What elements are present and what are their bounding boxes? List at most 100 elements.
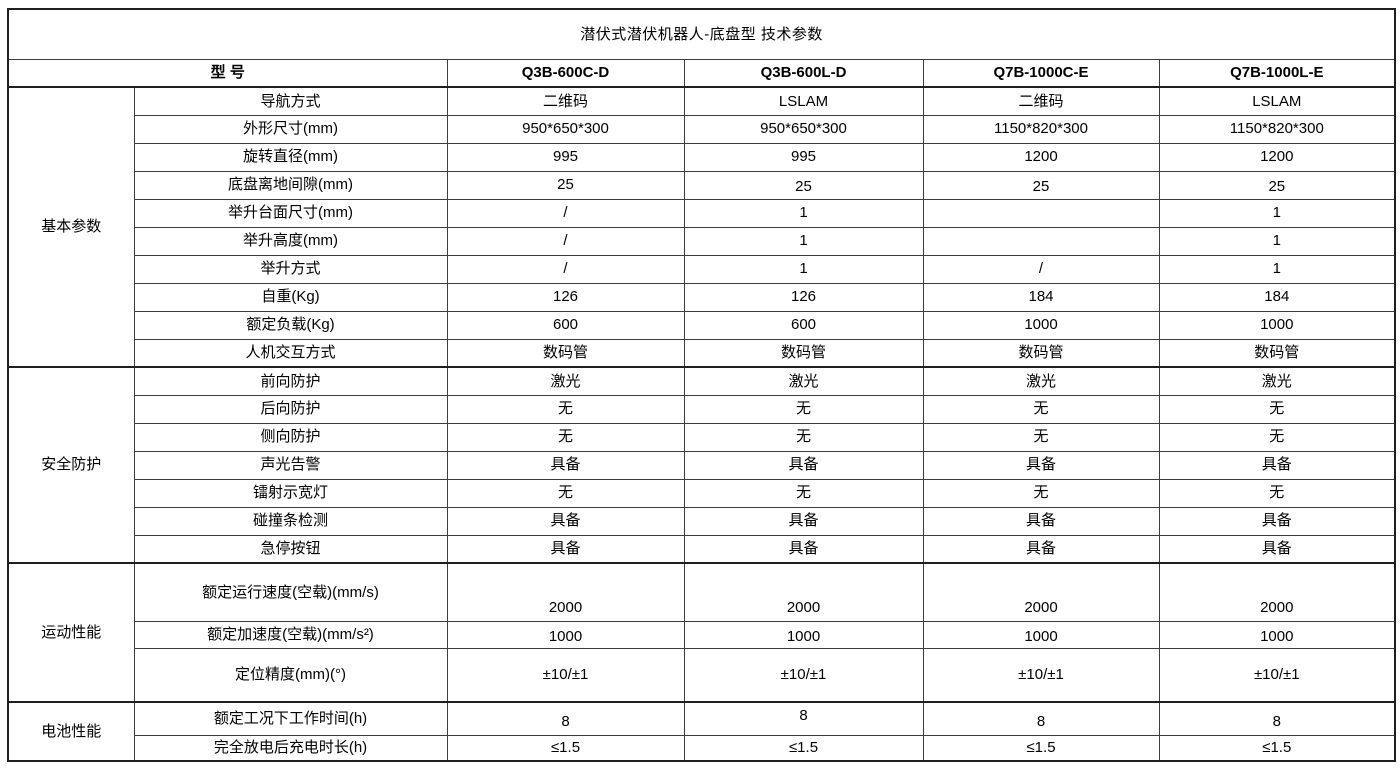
value-cell: 1 <box>1158 254 1396 284</box>
value-cell: 1000 <box>1158 310 1396 340</box>
value-cell: 1200 <box>1158 142 1396 172</box>
value-cell: 8 <box>683 701 924 736</box>
value-cell: 具备 <box>922 450 1160 480</box>
table-row: 侧向防护无无无无 <box>8 422 1396 452</box>
table-row: 后向防护无无无无 <box>8 394 1396 424</box>
table-row: 旋转直径(mm) 995 995 1200 1200 <box>8 142 1396 172</box>
category-label-basic: 基本参数 <box>7 86 135 368</box>
value-cell: 无 <box>922 478 1160 508</box>
value-cell: 具备 <box>446 450 685 480</box>
param-label: 举升方式 <box>133 254 448 284</box>
param-label: 举升台面尺寸(mm) <box>133 198 448 228</box>
value-cell: 数码管 <box>683 338 924 368</box>
table-row: 急停按钮 具备 具备 具备 具备 <box>8 534 1396 564</box>
value-cell: LSLAM <box>683 86 924 116</box>
page-title: 潜伏式潜伏机器人-底盘型 技术参数 <box>7 8 1396 60</box>
table-row: 人机交互方式 数码管 数码管 数码管 数码管 <box>8 338 1396 368</box>
value-cell: 1 <box>683 226 924 256</box>
category-label-safety: 安全防护 <box>7 366 135 564</box>
value-cell: 950*650*300 <box>683 114 924 144</box>
param-label: 定位精度(mm)(°) <box>133 647 448 703</box>
table-row: 外形尺寸(mm) 950*650*300 950*650*300 1150*820*3… <box>8 114 1396 144</box>
value-cell: 1000 <box>1158 620 1396 649</box>
category-label-motion: 运动性能 <box>7 562 135 703</box>
table-row: 运动性能 额定运行速度(空载)(mm/s) 2000 2000 2000 2000 <box>7 562 1396 703</box>
value-cell: / <box>922 254 1160 284</box>
value-cell: 184 <box>922 282 1160 312</box>
value-cell: 无 <box>1158 394 1396 424</box>
value-cell: / <box>446 226 685 256</box>
value-cell: 1150*820*300 <box>922 114 1160 144</box>
model-header: Q7B-1000L-E <box>1158 58 1396 88</box>
value-cell: 二维码 <box>922 86 1160 116</box>
value-cell: 具备 <box>683 450 924 480</box>
param-label: 导航方式 <box>133 86 448 116</box>
value-cell: 126 <box>683 282 924 312</box>
value-cell: 数码管 <box>1158 338 1396 368</box>
table-row: 完全放电后充电时长(h) ≤1.5 ≤1.5 ≤1.5 ≤1.5 <box>8 734 1396 762</box>
value-cell: 950*650*300 <box>446 114 685 144</box>
value-cell: 1000 <box>922 310 1160 340</box>
model-header: Q7B-1000C-E <box>922 58 1160 88</box>
value-cell: 1000 <box>922 620 1160 649</box>
value-cell: 具备 <box>446 506 685 536</box>
value-cell: 2000 <box>446 562 685 622</box>
param-label: 外形尺寸(mm) <box>133 114 448 144</box>
value-cell: 具备 <box>1158 506 1396 536</box>
value-cell: / <box>446 254 685 284</box>
value-cell: 激光 <box>446 366 685 396</box>
title-row: 潜伏式潜伏机器人-底盘型 技术参数 <box>7 8 1396 60</box>
value-cell: 激光 <box>683 366 924 396</box>
value-cell: 8 <box>446 701 685 736</box>
param-label: 侧向防护 <box>133 422 448 452</box>
param-label: 额定工况下工作时间(h) <box>133 701 448 736</box>
value-cell: 具备 <box>922 506 1160 536</box>
value-cell: 激光 <box>922 366 1160 396</box>
value-cell: 1 <box>683 254 924 284</box>
value-cell: 25 <box>1158 170 1396 200</box>
value-cell: 995 <box>446 142 685 172</box>
param-label: 额定负载(Kg) <box>133 310 448 340</box>
table-row: 自重(Kg) 126 126 184 184 <box>8 282 1396 312</box>
param-label: 举升高度(mm) <box>133 226 448 256</box>
value-cell: / <box>446 198 685 228</box>
value-cell: 184 <box>1158 282 1396 312</box>
value-cell <box>922 226 1160 256</box>
param-label: 额定运行速度(空载)(mm/s) <box>133 562 448 622</box>
value-cell: 1 <box>683 198 924 228</box>
table-row: 举升方式/1/1 <box>8 254 1396 284</box>
value-cell: 数码管 <box>922 338 1160 368</box>
value-cell: ±10/±1 <box>1158 647 1396 703</box>
param-label: 镭射示宽灯 <box>133 478 448 508</box>
model-header: Q3B-600L-D <box>683 58 924 88</box>
value-cell: 无 <box>922 422 1160 452</box>
spec-table: 潜伏式潜伏机器人-底盘型 技术参数 型 号 Q3B-600C-D Q3B-600… <box>7 8 1397 762</box>
value-cell: 无 <box>446 478 685 508</box>
value-cell: 600 <box>446 310 685 340</box>
value-cell: 1 <box>1158 198 1396 228</box>
table-row: 镭射示宽灯无无无无 <box>8 478 1396 508</box>
value-cell: 具备 <box>683 534 924 564</box>
table-row: 举升台面尺寸(mm)/1 1 <box>8 198 1396 228</box>
value-cell: 具备 <box>922 534 1160 564</box>
value-cell: 2000 <box>922 562 1160 622</box>
table-row: 碰撞条检测 具备 具备 具备 具备 <box>8 506 1396 536</box>
table-row: 额定负载(Kg) 600 600 1000 1000 <box>8 310 1396 340</box>
value-cell: 1200 <box>922 142 1160 172</box>
value-cell: 无 <box>1158 478 1396 508</box>
spec-table-head: 潜伏式潜伏机器人-底盘型 技术参数 型 号 Q3B-600C-D Q3B-600… <box>7 8 1396 88</box>
param-label: 自重(Kg) <box>133 282 448 312</box>
param-label: 底盘离地间隙(mm) <box>133 170 448 200</box>
param-label: 前向防护 <box>133 366 448 396</box>
table-row: 基本参数 导航方式 二维码 LSLAM 二维码 LSLAM <box>7 86 1396 368</box>
category-label-battery: 电池性能 <box>7 701 135 762</box>
table-row: 定位精度(mm)(°) ±10/±1 ±10/±1 ±10/±1 ±10/±1 <box>8 647 1396 703</box>
value-cell: 1000 <box>683 620 924 649</box>
value-cell: 具备 <box>1158 534 1396 564</box>
value-cell: 数码管 <box>446 338 685 368</box>
value-cell: 1 <box>1158 226 1396 256</box>
value-cell: 无 <box>446 394 685 424</box>
param-label: 人机交互方式 <box>133 338 448 368</box>
param-label: 额定加速度(空载)(mm/s²) <box>133 620 448 649</box>
